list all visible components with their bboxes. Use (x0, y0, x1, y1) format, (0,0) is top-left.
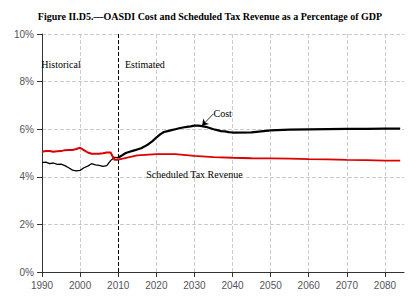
svg-text:Scheduled Tax Revenue: Scheduled Tax Revenue (146, 169, 243, 180)
svg-text:2050: 2050 (260, 280, 283, 291)
svg-text:2020: 2020 (145, 280, 168, 291)
svg-text:2070: 2070 (336, 280, 359, 291)
svg-text:10%: 10% (14, 29, 34, 40)
svg-text:0%: 0% (20, 267, 35, 278)
svg-text:1990: 1990 (31, 280, 54, 291)
svg-text:2030: 2030 (183, 280, 206, 291)
svg-text:2040: 2040 (221, 280, 244, 291)
svg-text:Cost: Cost (213, 108, 232, 119)
svg-text:2060: 2060 (298, 280, 321, 291)
svg-text:2000: 2000 (69, 280, 92, 291)
svg-text:4%: 4% (20, 171, 35, 182)
svg-text:2010: 2010 (107, 280, 130, 291)
svg-text:8%: 8% (20, 76, 35, 87)
svg-text:Figure II.D5.—OASDI Cost and S: Figure II.D5.—OASDI Cost and Scheduled T… (38, 11, 382, 22)
svg-text:2%: 2% (20, 219, 35, 230)
svg-text:Estimated: Estimated (125, 59, 165, 70)
svg-text:2080: 2080 (374, 280, 397, 291)
svg-text:6%: 6% (20, 124, 35, 135)
svg-text:Historical: Historical (41, 59, 81, 70)
